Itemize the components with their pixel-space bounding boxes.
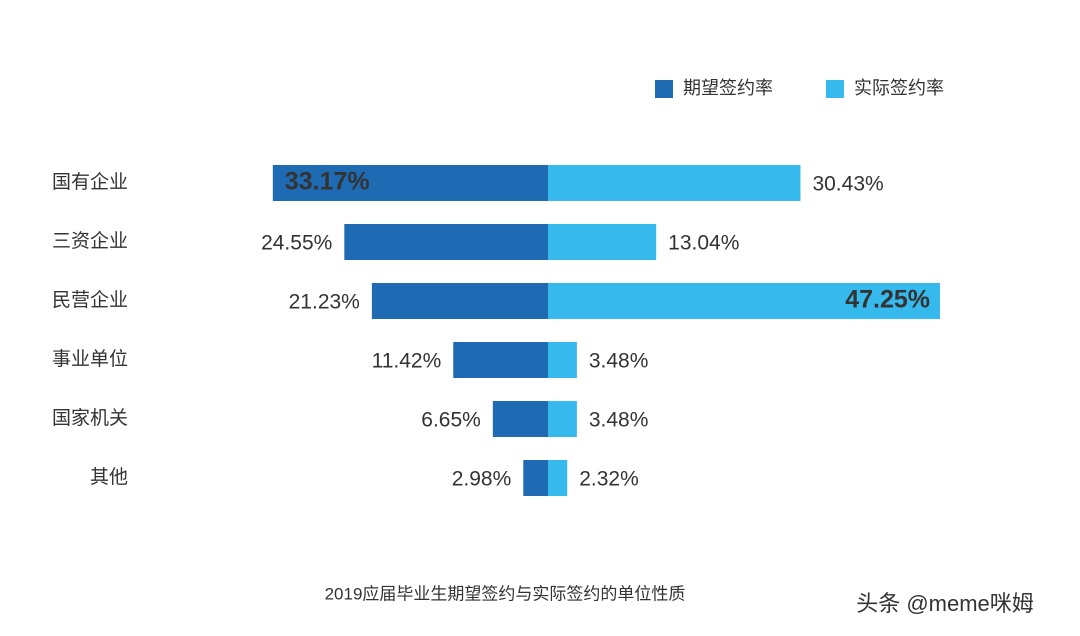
category-label: 国有企业	[52, 171, 128, 193]
bar	[492, 401, 548, 437]
value-label: 13.04%	[668, 232, 739, 255]
category-label: 民营企业	[52, 289, 128, 311]
bar	[548, 401, 577, 437]
bar	[344, 224, 548, 260]
value-label: 2.32%	[579, 468, 639, 491]
watermark: 头条 @meme咪姆	[856, 591, 1034, 616]
bar	[523, 460, 548, 496]
legend-swatch	[655, 80, 673, 98]
bar	[371, 283, 548, 319]
bar	[548, 283, 940, 319]
value-label: 3.48%	[589, 409, 649, 432]
category-label: 三资企业	[52, 230, 128, 252]
bar	[548, 342, 577, 378]
value-label: 6.65%	[421, 409, 481, 432]
bar	[272, 165, 548, 201]
legend-label: 期望签约率	[683, 78, 773, 98]
value-label: 21.23%	[289, 291, 360, 314]
category-label: 其他	[90, 466, 128, 488]
category-label: 国家机关	[52, 407, 128, 429]
value-label: 11.42%	[372, 350, 442, 373]
caption: 2019应届毕业生期望签约与实际签约的单位性质	[325, 584, 686, 603]
value-label: 24.55%	[261, 232, 332, 255]
value-label: 3.48%	[589, 350, 649, 373]
value-label: 47.25%	[845, 286, 930, 314]
bar	[548, 224, 657, 260]
value-label: 30.43%	[812, 173, 883, 196]
bar	[548, 460, 568, 496]
category-label: 事业单位	[52, 348, 128, 370]
legend-label: 实际签约率	[854, 78, 944, 98]
legend-swatch	[826, 80, 844, 98]
bar	[453, 342, 548, 378]
value-label: 2.98%	[452, 468, 512, 491]
bar	[548, 165, 801, 201]
value-label: 33.17%	[285, 168, 370, 196]
